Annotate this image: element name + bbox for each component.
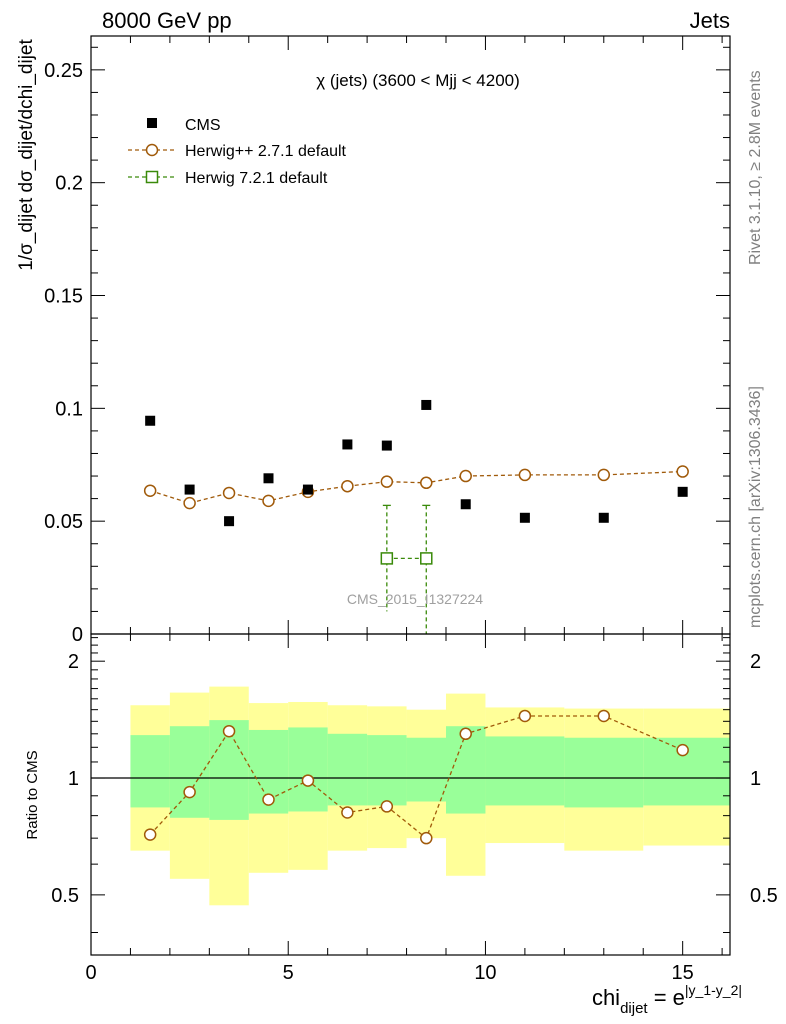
herwig-pp-point (518, 468, 532, 482)
jets-label: Jets (690, 8, 730, 33)
legend: CMS Herwig++ 2.7.1 default Herwig 7.2.1 … (128, 117, 347, 187)
legend-marker-herwig-pp (145, 143, 159, 157)
ratio-herwig-pp-point (222, 724, 236, 738)
ratio-herwig-pp-point (459, 727, 472, 741)
ratio-uncertainty-bands (130, 686, 730, 906)
ratio-y-tick-label-right: 0.5 (750, 885, 778, 907)
cms-data-point (342, 439, 353, 450)
ratio-herwig-pp-point (420, 831, 433, 845)
main-axes: 0.05 0.1 0.15 0.2 0.25 0 (44, 35, 731, 646)
main-y-tick-label-zero: 0 (72, 624, 83, 646)
y-axis-title: 1/σ_dijet dσ_dijet/dchi_dijet (16, 39, 37, 271)
rivet-version-label: Rivet 3.1.10, ≥ 2.8M events (747, 70, 764, 265)
ratio-herwig-pp-point (380, 800, 394, 813)
ratio-band-inner (169, 726, 210, 818)
ratio-axes: 0.5 0.5 1 1 2 2 0 5 10 15 (51, 633, 778, 984)
main-y-tick-label: 0.25 (44, 60, 83, 82)
cms-data-point (263, 473, 274, 484)
herwig-pp-point (597, 468, 611, 482)
ratio-x-tick-label: 0 (85, 962, 96, 984)
ratio-herwig-pp-point (143, 828, 157, 841)
ratio-herwig-pp-point (341, 806, 354, 819)
cms-data-point (421, 399, 432, 410)
ratio-y-tick-label-right: 2 (750, 651, 761, 673)
ratio-herwig-pp-point (262, 793, 275, 806)
mcplots-label: mcplots.cern.ch [arXiv:1306.3436] (747, 386, 764, 628)
ratio-band-inner (446, 726, 486, 814)
herwig-pp-point (341, 479, 354, 493)
herwig-pp-point (380, 475, 394, 488)
energy-label: 8000 GeV pp (102, 8, 232, 33)
analysis-watermark: CMS_2015_I1327224 (347, 591, 483, 607)
herwig-pp-point (262, 494, 275, 508)
ratio-band-inner (564, 737, 644, 808)
ratio-band-inner (288, 727, 328, 812)
main-plot-marks (143, 399, 689, 634)
plot-title: χ (jets) (3600 < Mjj < 4200) (316, 71, 520, 90)
ratio-band-inner (406, 737, 446, 802)
ratio-y-tick-label: 0.5 (51, 885, 79, 907)
ratio-y-tick-label: 2 (68, 651, 79, 673)
herwig-pp-point (143, 484, 157, 497)
main-y-tick-label: 0.05 (44, 511, 83, 533)
ratio-band-inner (130, 735, 170, 808)
ratio-herwig-pp-point (518, 709, 532, 723)
ratio-plot-marks (91, 709, 730, 845)
cms-data-point (519, 512, 530, 523)
legend-label-herwig7: Herwig 7.2.1 default (185, 170, 328, 187)
cms-data-point (381, 440, 392, 451)
main-y-tick-label: 0.15 (44, 286, 83, 308)
main-y-tick-label: 0.2 (55, 173, 83, 195)
ratio-herwig-pp-point (301, 774, 315, 787)
ratio-x-tick-label: 15 (672, 962, 694, 984)
herwig7-point (380, 552, 394, 565)
herwig-pp-point (676, 465, 689, 478)
ratio-y-tick-label: 1 (68, 768, 79, 790)
cms-data-point (224, 516, 235, 527)
x-axis-title: chidijet = e|y_1-y_2| (592, 982, 742, 1017)
ratio-y-tick-label-right: 1 (750, 768, 761, 790)
herwig-pp-point (420, 476, 433, 490)
ratio-herwig-pp-point (676, 743, 689, 757)
ratio-band-inner (485, 736, 565, 806)
ratio-y-axis-title: Ratio to CMS (24, 750, 41, 839)
legend-label-herwig-pp: Herwig++ 2.7.1 default (185, 143, 347, 160)
legend-marker-herwig7 (145, 170, 159, 184)
ratio-herwig-pp-line (149, 715, 683, 840)
main-y-tick-label: 0.1 (55, 398, 83, 420)
cms-data-point (460, 499, 471, 510)
cms-data-point (184, 484, 195, 495)
ratio-panel: 0.5 0.5 1 1 2 2 0 5 10 15 Ratio to CMS (24, 633, 778, 984)
herwig-pp-point (459, 469, 472, 483)
ratio-plot-frame (90, 633, 731, 956)
cms-data-point (598, 512, 609, 523)
ratio-herwig-pp-point (597, 709, 611, 723)
herwig-pp-line (149, 470, 683, 504)
cms-data-point (677, 486, 688, 497)
ratio-herwig-pp-point (183, 785, 196, 799)
herwig-pp-point (183, 496, 196, 510)
ratio-x-tick-label: 5 (283, 962, 294, 984)
ratio-x-tick-label: 10 (474, 962, 496, 984)
legend-label-cms: CMS (185, 117, 221, 134)
ratio-band-inner (367, 735, 407, 806)
cms-data-point (145, 415, 156, 426)
cms-data-point (302, 484, 313, 495)
ratio-band-inner (327, 733, 368, 806)
main-panel: 0.05 0.1 0.15 0.2 0.25 0 χ (jets) (3600 < Mjj… (16, 35, 731, 646)
legend-marker-cms (147, 118, 157, 128)
herwig7-point (420, 552, 433, 565)
herwig-pp-point (222, 486, 236, 500)
